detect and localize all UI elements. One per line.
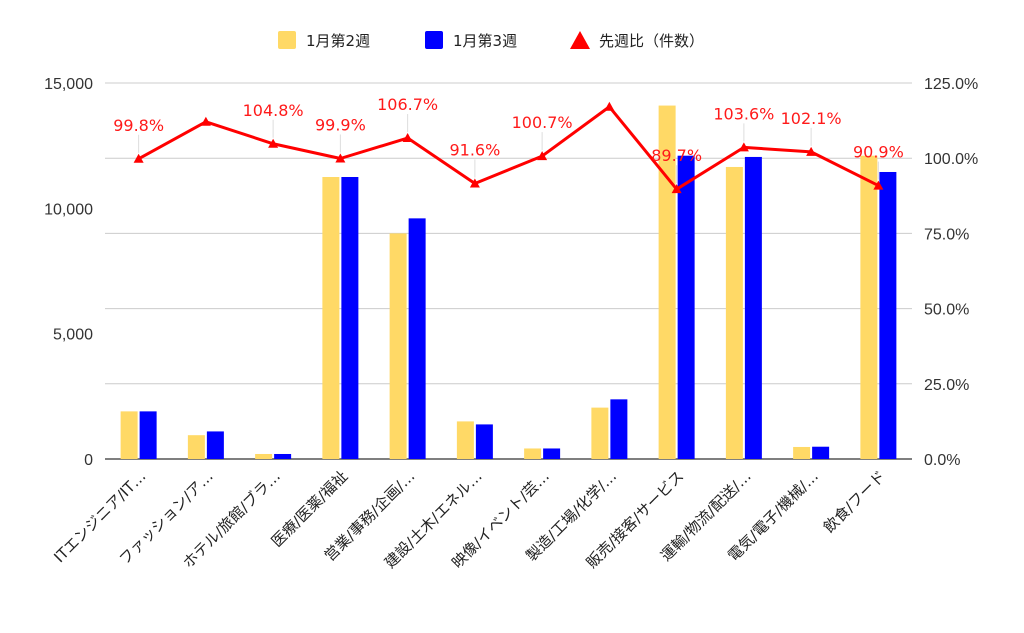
line-series-path: [137, 105, 880, 191]
bar-series: [120, 105, 897, 460]
line-point: [200, 116, 211, 126]
grid-lines: [105, 82, 912, 460]
legend-label: 1月第2週: [306, 32, 370, 50]
data-label: 99.8%: [113, 116, 164, 135]
bar: [879, 171, 897, 459]
bar: [389, 233, 407, 459]
left-tick-label: 15,000: [44, 76, 93, 93]
data-label: 91.6%: [449, 140, 500, 159]
bar: [255, 453, 273, 459]
line-point: [806, 146, 817, 156]
bar: [677, 155, 695, 459]
bar: [725, 166, 743, 459]
bar: [322, 177, 340, 459]
line-point: [469, 178, 480, 188]
bar: [341, 177, 359, 459]
line-point: [738, 142, 749, 152]
data-label: 100.7%: [512, 113, 573, 132]
x-axis-labels: ITエンジニア/IT…ファッション/ア…ホテル/旅館/ブラ…医療/医薬/福祉営業…: [50, 467, 889, 572]
category-label: 飲食/フード: [820, 467, 889, 536]
bar: [793, 446, 811, 459]
legend-swatch: [425, 31, 443, 49]
line-point: [537, 151, 548, 161]
data-label: 106.7%: [377, 95, 438, 114]
line-point: [671, 184, 682, 194]
bar: [543, 448, 561, 459]
left-axis: 0 5,000 10,000 15,000: [44, 76, 93, 469]
legend-label: 1月第3週: [453, 32, 517, 50]
line-point: [873, 180, 884, 190]
bar: [120, 411, 138, 459]
bar: [524, 448, 542, 459]
data-label: 89.7%: [651, 146, 702, 165]
data-label: 104.8%: [243, 101, 304, 120]
line-point: [402, 133, 413, 143]
bar: [475, 424, 493, 459]
bar: [812, 446, 830, 459]
data-label: 90.9%: [853, 143, 904, 162]
legend-label: 先週比（件数）: [599, 32, 704, 50]
line-series: 99.8% 104.8% 99.9% 106.7% 91.6% 100.7% 89.7% 10…: [113, 95, 904, 194]
line-point: [133, 153, 144, 163]
bar: [456, 421, 474, 459]
bar: [591, 407, 609, 459]
right-tick-label: 125.0%: [924, 76, 978, 93]
bar: [408, 218, 426, 459]
bar: [187, 435, 205, 459]
line-point: [604, 101, 615, 111]
data-label: 102.1%: [781, 109, 842, 128]
bar: [206, 431, 224, 459]
left-tick-label: 0: [84, 452, 93, 469]
legend-swatch: [278, 31, 296, 49]
bar: [610, 399, 628, 459]
bar: [274, 453, 292, 459]
bar: [744, 156, 762, 460]
data-label: 99.9%: [315, 116, 366, 135]
bar: [658, 105, 676, 459]
left-tick-label: 5,000: [53, 327, 93, 344]
right-tick-label: 100.0%: [924, 151, 978, 168]
legend-swatch: [570, 31, 590, 49]
data-label: 103.6%: [713, 104, 774, 123]
bar: [139, 411, 157, 459]
line-point: [335, 153, 346, 163]
right-tick-label: 0.0%: [924, 452, 960, 469]
right-axis: 0.0% 25.0% 50.0% 75.0% 100.0% 125.0%: [924, 76, 978, 469]
left-tick-label: 10,000: [44, 201, 93, 218]
chart-legend: 1月第2週 1月第3週 先週比（件数）: [278, 31, 704, 50]
right-tick-label: 75.0%: [924, 226, 969, 243]
line-point: [268, 138, 279, 148]
right-tick-label: 50.0%: [924, 302, 969, 319]
right-tick-label: 25.0%: [924, 377, 969, 394]
bar: [860, 155, 878, 459]
